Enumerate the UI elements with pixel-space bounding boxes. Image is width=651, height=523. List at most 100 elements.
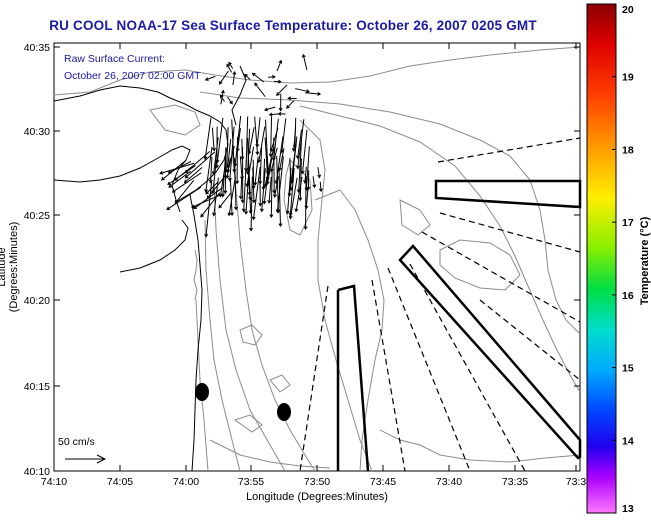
x-axis-ticks: 74:10 74:05 74:00 73:55 73:50 73:45 73:40 73:35… (41, 43, 587, 488)
dashed-line (479, 299, 581, 381)
y-tick-label: 40:35 (24, 42, 50, 54)
contour-line (204, 219, 241, 472)
buoy-marker (195, 383, 209, 401)
current-vector (254, 116, 260, 156)
current-vector (294, 176, 303, 213)
current-vector (219, 94, 225, 102)
contour-line (239, 324, 263, 346)
current-vector (304, 188, 309, 210)
restricted-areas (336, 179, 582, 472)
current-vector (276, 59, 283, 72)
current-vector (273, 176, 279, 198)
annotation-line2: October 26, 2007 02:00 GMT (64, 70, 201, 82)
dashed-line (439, 212, 581, 253)
dashed-line (371, 279, 406, 472)
dashed-line (421, 231, 581, 323)
current-vector (232, 70, 237, 85)
current-vector (219, 70, 229, 85)
area-box-1 (434, 179, 582, 209)
current-vector (226, 145, 235, 174)
colorbar (586, 3, 617, 514)
contour-line (53, 46, 581, 96)
dashed-lines (299, 137, 581, 472)
contour-line (199, 91, 581, 335)
current-vector (251, 167, 261, 221)
current-vector (228, 61, 234, 69)
current-vector (233, 115, 242, 168)
coastline-shore (189, 194, 203, 472)
current-vector (204, 146, 213, 193)
plot-title: RU COOL NOAA-17 Sea Surface Temperature:… (49, 18, 537, 33)
x-tick-label: 73:3 (566, 476, 587, 488)
buoy-markers (195, 383, 291, 421)
x-tick-label: 73:45 (370, 476, 396, 488)
y-tick-label: 40:30 (24, 126, 50, 138)
current-vector (205, 181, 219, 195)
contour-line (233, 414, 263, 433)
current-vector (174, 165, 193, 181)
current-vector (254, 82, 266, 97)
contour-line (231, 149, 316, 472)
current-vector (312, 176, 317, 189)
contour-line (149, 104, 201, 136)
current-vector (184, 151, 216, 179)
current-vector (238, 177, 243, 200)
contour-line (379, 429, 581, 463)
scale-vector-arrow (65, 454, 107, 464)
current-vector (244, 73, 251, 81)
coastline (53, 65, 247, 472)
current-vector (263, 157, 272, 188)
surface-current-vectors (159, 53, 323, 238)
current-vector (268, 112, 279, 117)
colorbar-tick-label: 18 (622, 144, 634, 156)
current-vector (305, 91, 322, 96)
current-vector (285, 167, 292, 215)
current-vector (251, 167, 256, 204)
current-vector (317, 167, 322, 179)
current-vector (183, 167, 203, 184)
x-tick-label: 74:00 (173, 476, 199, 488)
current-vector (251, 72, 265, 83)
current-vector (227, 96, 233, 105)
current-vector (275, 156, 284, 214)
contour-line (314, 189, 385, 472)
annotation-line1: Raw Surface Current: (64, 53, 165, 65)
contour-line (195, 299, 209, 472)
current-vector (278, 148, 285, 172)
current-vector (218, 192, 232, 209)
current-vector (167, 160, 192, 174)
contour-line (209, 439, 331, 469)
current-vector (273, 79, 282, 84)
bathymetry-contours (53, 46, 581, 472)
x-tick-label: 73:35 (502, 476, 528, 488)
current-vector (318, 181, 323, 193)
colorbar-tick-label: 16 (622, 290, 634, 302)
contour-line (439, 239, 521, 291)
current-vector (276, 84, 288, 96)
current-vector (267, 176, 272, 204)
current-vector (269, 166, 274, 219)
dashed-line (437, 137, 581, 163)
current-vector (211, 159, 217, 195)
current-vector (288, 177, 298, 220)
current-vector (301, 53, 308, 70)
current-vector (257, 126, 266, 164)
x-tick-label: 73:55 (238, 476, 264, 488)
current-vector (269, 127, 279, 153)
current-vector (287, 96, 297, 101)
current-vector (193, 187, 223, 210)
current-vector (300, 129, 308, 175)
x-tick-label: 73:40 (436, 476, 462, 488)
x-tick-label: 74:05 (107, 476, 133, 488)
current-vector (303, 166, 308, 184)
current-vector (306, 170, 311, 191)
contour-line (193, 249, 198, 301)
current-vector (227, 176, 236, 217)
current-vector (259, 168, 266, 213)
colorbar-tick-label: 19 (622, 72, 634, 84)
current-vector (287, 147, 297, 197)
y-tick-label: 40:25 (24, 210, 50, 222)
current-vector (296, 119, 305, 170)
current-vector (295, 88, 310, 94)
